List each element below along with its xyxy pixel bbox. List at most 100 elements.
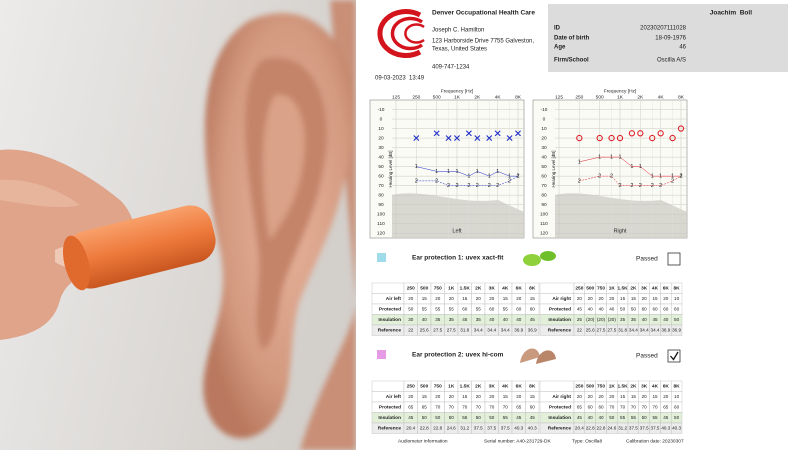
- table-value: 70: [449, 404, 455, 409]
- footer-text: Audiometer information: [398, 438, 448, 444]
- table-value: 45: [408, 415, 414, 420]
- y-tick-label: 30: [378, 145, 384, 151]
- table-value: 50: [609, 415, 615, 420]
- protected-marker: 2: [415, 178, 418, 184]
- air-marker: [433, 130, 440, 137]
- protected-line: [579, 175, 682, 186]
- table-value: 20: [642, 394, 648, 399]
- protected-marker: 1: [578, 159, 581, 165]
- clinic-contact: Joseph C. Hamilton: [432, 28, 484, 34]
- y-tick-label: 40: [541, 154, 547, 160]
- table-value: 15: [620, 394, 626, 399]
- table-value: 27.5: [447, 327, 456, 332]
- table-value: 35: [631, 317, 637, 322]
- table-value: 30: [408, 317, 414, 322]
- table-value: 40.3: [661, 425, 670, 430]
- table-row-label: Reference: [548, 328, 572, 334]
- y-tick-label: 80: [541, 192, 547, 198]
- x-tick-label: 8K: [678, 94, 685, 100]
- protected-marker: 2: [618, 183, 621, 189]
- table-row-label: Reference: [378, 328, 402, 334]
- table-value: 70: [609, 404, 615, 409]
- protected-marker: 2: [467, 183, 470, 189]
- table-value: 15: [620, 296, 626, 301]
- protected-marker: 1: [598, 155, 601, 161]
- table-header: 2K: [475, 384, 482, 390]
- table-value: 15: [503, 394, 509, 399]
- table-value: 25.6: [420, 327, 429, 332]
- air-marker: [637, 130, 644, 137]
- table-value: 40: [422, 317, 428, 322]
- y-axis-label: Hearing Level [dB]: [551, 150, 556, 187]
- table-header: 1.5K: [618, 286, 629, 292]
- table-value: 60: [462, 306, 468, 311]
- table-value: 40: [588, 306, 594, 311]
- protection-swatch: [377, 350, 386, 359]
- table-header-cell: [371, 380, 405, 392]
- table-header: 1K: [448, 286, 455, 292]
- air-marker: [657, 130, 664, 137]
- table-value: 10: [674, 394, 680, 399]
- table-value: 60: [516, 306, 522, 311]
- table-header: 250: [575, 384, 583, 390]
- protected-marker: 1: [639, 164, 642, 170]
- x-tick-label: 125: [555, 94, 563, 100]
- x-axis-label: Frequency [Hz]: [441, 88, 474, 94]
- protected-marker: 1: [610, 155, 613, 161]
- protected-marker: 1: [496, 169, 499, 175]
- air-marker: [506, 135, 513, 142]
- table-header: 6K: [663, 286, 670, 292]
- y-axis-label: Hearing Level [dB]: [388, 150, 393, 187]
- table-value: 55: [652, 415, 658, 420]
- logo: [377, 9, 425, 58]
- table-value: 45: [577, 306, 583, 311]
- table-value: 22.8: [597, 425, 606, 430]
- table-value: 22.8: [433, 425, 442, 430]
- table-header: 750: [434, 384, 442, 390]
- table-value: 40: [609, 306, 615, 311]
- protected-marker: 2: [671, 178, 674, 184]
- table-value: 50: [620, 306, 626, 311]
- table-value: 55: [631, 415, 637, 420]
- protected-marker: 2: [488, 183, 491, 189]
- table-row-label: Reference: [378, 426, 402, 432]
- table-header: 500: [420, 286, 428, 292]
- table-value: 40.3: [672, 425, 681, 430]
- table-value: 20: [588, 296, 594, 301]
- table-value: 15: [631, 296, 637, 301]
- table-value: 37.5: [651, 425, 660, 430]
- x-tick-label: 2K: [637, 94, 644, 100]
- table-value: 45: [663, 415, 669, 420]
- table-value: 40: [489, 317, 495, 322]
- product-image: [520, 348, 540, 363]
- table-value: 15: [462, 296, 468, 301]
- protected-marker: 1: [467, 174, 470, 180]
- table-value: 20: [609, 394, 615, 399]
- table-header: 6K: [516, 286, 523, 292]
- table-value: 15: [422, 394, 428, 399]
- protection-status: Passed: [636, 353, 658, 360]
- table-value: 50: [631, 306, 637, 311]
- air-marker: [669, 134, 676, 142]
- table-value: 20: [516, 296, 522, 301]
- table-cell: [525, 324, 540, 336]
- table-value: (20): [608, 317, 617, 322]
- table-value: 55: [462, 415, 468, 420]
- table-header: 3K: [489, 286, 496, 292]
- table-value: 37.5: [629, 425, 638, 430]
- table-value: 55: [422, 306, 428, 311]
- table-value: 50: [435, 415, 441, 420]
- table-header: 2K: [630, 384, 637, 390]
- table-row-label: Air right: [552, 394, 571, 400]
- table-value: 37.5: [487, 425, 496, 430]
- table-value: 45: [516, 415, 522, 420]
- table-row-label: Insulation: [548, 317, 571, 323]
- protected-line: [579, 156, 681, 177]
- protected-line: [416, 166, 518, 177]
- y-tick-label: -10: [541, 107, 548, 113]
- table-value: 55: [435, 306, 441, 311]
- table-value: 22: [408, 327, 414, 332]
- table-header: 1K: [609, 384, 616, 390]
- protected-marker: 2: [630, 183, 633, 189]
- y-tick-label: 120: [377, 231, 385, 237]
